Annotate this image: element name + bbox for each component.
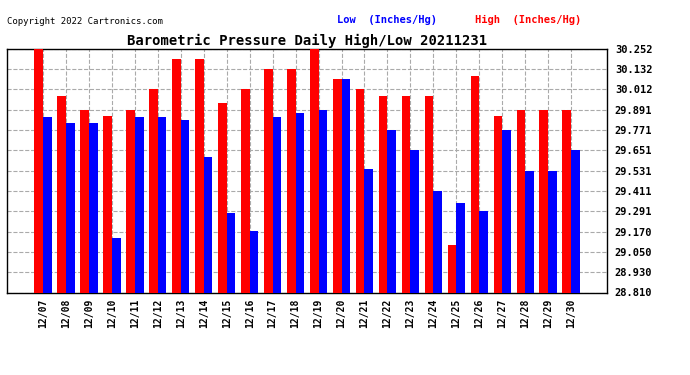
Bar bbox=[204, 157, 213, 292]
Bar bbox=[571, 150, 580, 292]
Bar bbox=[333, 79, 342, 292]
Bar bbox=[493, 116, 502, 292]
Bar bbox=[448, 245, 456, 292]
Bar bbox=[295, 113, 304, 292]
Text: Copyright 2022 Cartronics.com: Copyright 2022 Cartronics.com bbox=[7, 17, 163, 26]
Bar bbox=[112, 238, 121, 292]
Bar bbox=[218, 103, 226, 292]
Bar bbox=[540, 110, 549, 292]
Bar bbox=[471, 76, 480, 292]
Bar bbox=[517, 110, 525, 292]
Bar bbox=[80, 110, 89, 292]
Bar bbox=[34, 49, 43, 292]
Bar bbox=[273, 117, 282, 292]
Bar bbox=[456, 203, 465, 292]
Bar bbox=[480, 211, 488, 292]
Bar bbox=[149, 89, 158, 292]
Bar bbox=[264, 69, 273, 292]
Bar bbox=[250, 231, 258, 292]
Bar bbox=[364, 169, 373, 292]
Bar bbox=[402, 96, 411, 292]
Bar bbox=[195, 59, 204, 292]
Text: High  (Inches/Hg): High (Inches/Hg) bbox=[475, 15, 582, 25]
Bar bbox=[43, 117, 52, 292]
Bar bbox=[241, 89, 250, 292]
Bar bbox=[388, 130, 396, 292]
Text: Low  (Inches/Hg): Low (Inches/Hg) bbox=[337, 15, 437, 25]
Bar bbox=[287, 69, 295, 292]
Bar bbox=[549, 171, 557, 292]
Bar bbox=[310, 49, 319, 292]
Bar bbox=[411, 150, 419, 292]
Bar bbox=[562, 110, 571, 292]
Bar bbox=[379, 96, 388, 292]
Bar bbox=[502, 130, 511, 292]
Bar bbox=[226, 213, 235, 292]
Bar bbox=[181, 120, 190, 292]
Bar bbox=[424, 96, 433, 292]
Bar bbox=[66, 123, 75, 292]
Bar bbox=[57, 96, 66, 292]
Bar bbox=[158, 117, 166, 292]
Bar bbox=[89, 123, 97, 292]
Bar bbox=[319, 110, 327, 292]
Title: Barometric Pressure Daily High/Low 20211231: Barometric Pressure Daily High/Low 20211… bbox=[127, 33, 487, 48]
Bar bbox=[525, 171, 534, 292]
Bar bbox=[172, 59, 181, 292]
Bar bbox=[433, 191, 442, 292]
Bar bbox=[103, 116, 112, 292]
Bar bbox=[342, 79, 351, 292]
Bar bbox=[126, 110, 135, 292]
Bar bbox=[135, 117, 144, 292]
Bar bbox=[356, 89, 364, 292]
